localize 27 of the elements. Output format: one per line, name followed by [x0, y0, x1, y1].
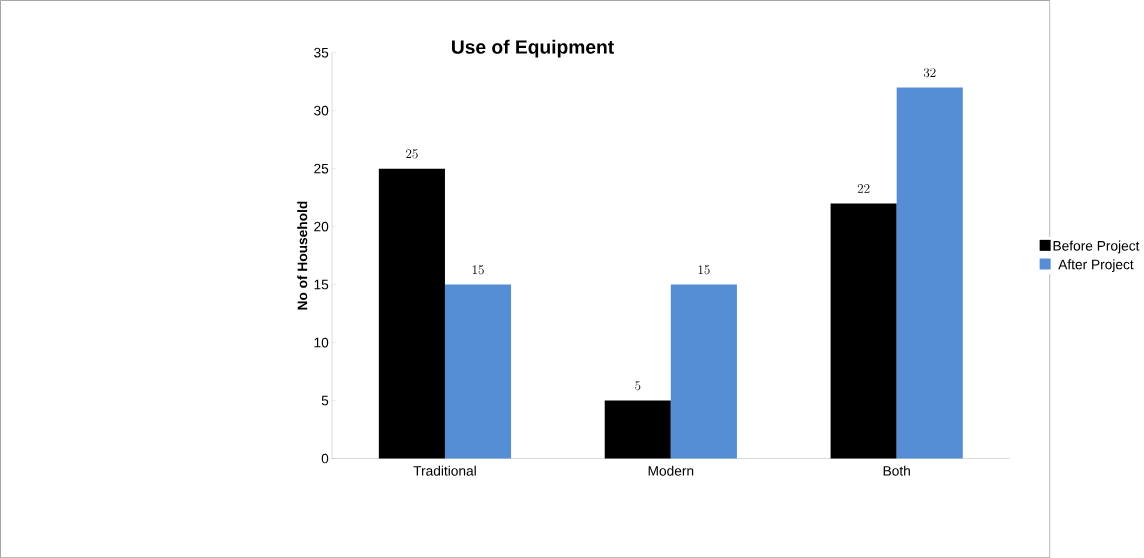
y-tick-label: 25: [314, 163, 329, 174]
y-tick-label: 10: [314, 337, 329, 348]
y-tick-label: 20: [314, 221, 329, 232]
chart-title: Use of Equipment: [452, 39, 614, 58]
bar: [670, 284, 737, 459]
legend-label: After Project: [1058, 259, 1134, 272]
y-tick-label: 30: [314, 105, 329, 116]
data-label: 25: [406, 149, 418, 159]
data-label: 32: [923, 68, 936, 78]
y-tick-label: 0: [321, 453, 329, 464]
y-axis-title: No of Household: [297, 201, 308, 310]
bar: [604, 400, 671, 459]
legend-label: Before Project: [1053, 240, 1140, 254]
bar: [444, 284, 512, 459]
data-label: 15: [472, 265, 484, 275]
y-tick-label: 5: [321, 395, 329, 406]
data-label: 22: [857, 183, 870, 193]
bar: [378, 168, 445, 459]
data-label: 5: [635, 381, 641, 391]
x-tick-label: Traditional: [413, 465, 476, 476]
data-label: 15: [698, 265, 710, 275]
x-tick-label: Modern: [648, 465, 694, 476]
y-tick-label: 15: [314, 279, 329, 290]
y-tick-label: 35: [314, 47, 329, 58]
bar: [896, 87, 963, 459]
x-tick-label: Both: [883, 465, 910, 476]
bar: [830, 203, 897, 459]
